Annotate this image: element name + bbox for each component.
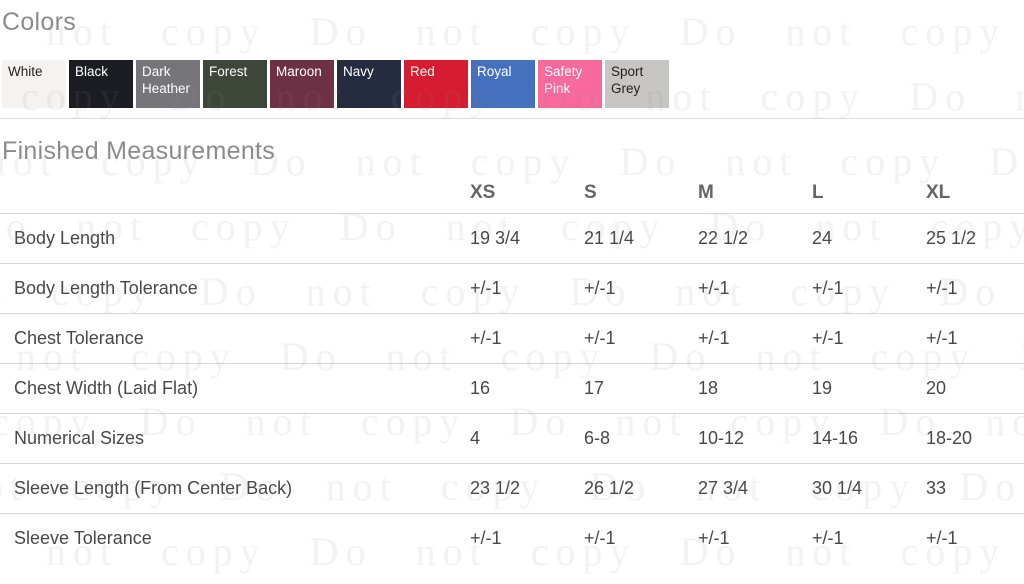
color-swatch-red[interactable]: Red — [404, 59, 468, 108]
table-row: Sleeve Length (From Center Back) 23 1/2 26… — [0, 463, 1024, 514]
colors-heading: Colors — [2, 8, 77, 36]
measurement-value: +/-1 — [470, 263, 584, 314]
measurement-value: +/-1 — [812, 313, 926, 364]
color-swatch-maroon[interactable]: Maroon — [270, 59, 334, 108]
color-swatch-label: Red — [410, 63, 435, 79]
measurement-value: +/-1 — [926, 263, 1024, 314]
measurement-value: 14-16 — [812, 413, 926, 464]
color-swatch-label: Sport Grey — [611, 63, 644, 97]
table-row: Body Length Tolerance +/-1 +/-1 +/-1 +/-1 +/-… — [0, 263, 1024, 314]
measurement-value: +/-1 — [698, 527, 730, 548]
column-header-xs: XS — [470, 172, 584, 214]
row-label: Numerical Sizes — [0, 413, 470, 464]
measurement-value: 19 — [812, 363, 926, 414]
color-swatch-label: Navy — [343, 63, 374, 79]
column-header-m: M — [698, 172, 812, 214]
color-swatch-label: Royal — [477, 63, 512, 79]
row-label: Chest Tolerance — [0, 313, 470, 364]
measurement-value: 6-8 — [584, 413, 698, 464]
measurement-value: 10-12 — [698, 413, 812, 464]
measurement-value: +/-1 — [584, 313, 698, 364]
color-swatch-black[interactable]: Black — [69, 59, 133, 108]
measurement-value: +/-1 — [584, 527, 616, 548]
measurement-value: 21 1/4 — [584, 213, 698, 264]
measurement-value: 26 1/2 — [584, 463, 698, 514]
measurement-value: 33 — [926, 463, 1024, 514]
measurement-value: +/-1 — [698, 263, 812, 314]
color-swatch-label: Safety Pink — [544, 63, 583, 97]
column-header-s: S — [584, 172, 698, 214]
measurement-value: +/-1 — [470, 313, 584, 364]
measurement-value: +/-1 — [470, 527, 502, 548]
color-swatch-safety-pink[interactable]: Safety Pink — [538, 59, 602, 108]
color-swatch-royal[interactable]: Royal — [471, 59, 535, 108]
color-swatch-label: Black — [75, 63, 109, 79]
measurement-value: 17 — [584, 363, 698, 414]
measurement-value: 20 — [926, 363, 1024, 414]
table-row: Numerical Sizes 4 6-8 10-12 14-16 18-20 — [0, 413, 1024, 464]
color-swatch-label: Maroon — [276, 63, 322, 79]
measurement-value: 18 — [698, 363, 812, 414]
color-swatch-label: White — [8, 63, 43, 79]
color-swatch-label: Dark Heather — [142, 63, 191, 97]
table-header-label-spacer — [0, 172, 470, 214]
table-header-row: XS S M L XL — [0, 172, 1024, 214]
measurement-value: 19 3/4 — [470, 213, 584, 264]
table-row: Sleeve Tolerance +/-1 +/-1 +/-1 +/-1 +/-1 — [0, 513, 1024, 563]
measurements-heading: Finished Measurements — [2, 136, 276, 165]
measurement-value: +/-1 — [926, 313, 1024, 364]
column-header-xl: XL — [926, 172, 1024, 214]
colors-section: Colors White Black Dark Heather Forest Maroo… — [0, 0, 1024, 108]
measurement-value: 22 1/2 — [698, 213, 812, 264]
section-divider — [0, 117, 1024, 119]
measurement-value: 4 — [470, 413, 584, 464]
color-swatch-forest[interactable]: Forest — [203, 59, 267, 108]
measurement-value: +/-1 — [812, 263, 926, 314]
measurement-value: 23 1/2 — [470, 463, 584, 514]
measurement-value: 24 — [812, 213, 926, 264]
color-swatch-navy[interactable]: Navy — [337, 59, 401, 108]
color-swatch-sport-grey[interactable]: Sport Grey — [605, 59, 669, 108]
color-swatch-label: Forest — [209, 63, 248, 79]
measurements-table: XS S M L XL Body Length 19 3/4 21 1/4 22 1/2 24 2… — [0, 172, 1024, 564]
table-row: Chest Width (Laid Flat) 16 17 18 19 20 — [0, 363, 1024, 414]
color-swatch-list: White Black Dark Heather Forest Maroon Navy Re… — [0, 59, 1024, 108]
measurement-value: 25 1/2 — [926, 213, 1024, 264]
measurement-value: 18-20 — [926, 413, 1024, 464]
measurement-value: 30 1/4 — [812, 463, 926, 514]
measurement-value: +/-1 — [812, 527, 844, 548]
column-header-l: L — [812, 172, 926, 214]
measurement-value: +/-1 — [584, 263, 698, 314]
row-label: Sleeve Length (From Center Back) — [0, 463, 470, 514]
row-label: Sleeve Tolerance — [14, 527, 152, 548]
measurement-value: +/-1 — [698, 313, 812, 364]
measurement-value: 16 — [470, 363, 584, 414]
measurements-section: Finished Measurements XS S M L XL Body Lengt… — [0, 119, 1024, 563]
table-row: Chest Tolerance +/-1 +/-1 +/-1 +/-1 +/-1 — [0, 313, 1024, 364]
measurement-value: +/-1 — [926, 527, 958, 548]
color-swatch-white[interactable]: White — [2, 59, 66, 108]
table-row: Body Length 19 3/4 21 1/4 22 1/2 24 25 1/2 — [0, 213, 1024, 264]
row-label: Body Length Tolerance — [0, 263, 470, 314]
measurement-value: 27 3/4 — [698, 463, 812, 514]
row-label: Body Length — [0, 213, 470, 264]
row-label: Chest Width (Laid Flat) — [0, 363, 470, 414]
color-swatch-dark-heather[interactable]: Dark Heather — [136, 59, 200, 108]
